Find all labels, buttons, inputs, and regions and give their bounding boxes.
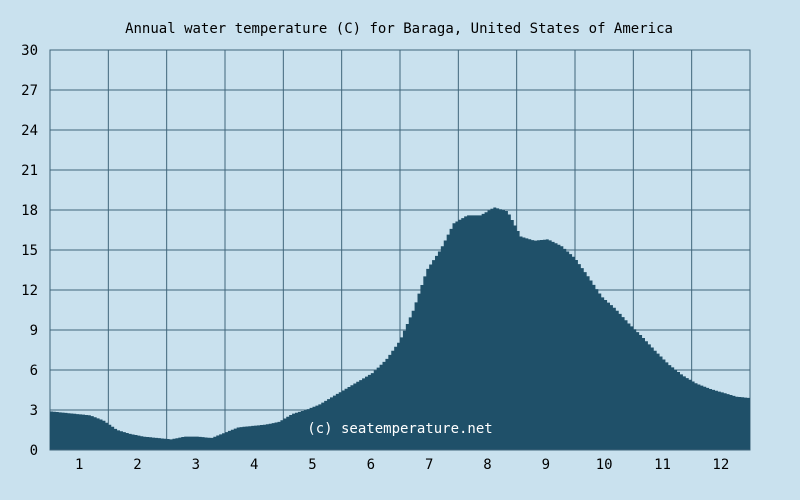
- x-tick-label: 8: [483, 457, 491, 473]
- x-tick-label: 6: [367, 457, 375, 473]
- y-tick-label: 24: [21, 123, 38, 139]
- x-tick-label: 2: [133, 457, 141, 473]
- y-tick-label: 18: [21, 203, 38, 219]
- x-tick-label: 12: [712, 457, 729, 473]
- y-tick-label: 27: [21, 83, 38, 99]
- x-tick-label: 7: [425, 457, 433, 473]
- y-tick-label: 30: [21, 43, 38, 59]
- x-tick-label: 11: [654, 457, 671, 473]
- watermark: (c) seatemperature.net: [307, 421, 492, 437]
- y-tick-label: 6: [30, 363, 38, 379]
- x-tick-label: 1: [75, 457, 83, 473]
- temperature-area: [50, 207, 750, 450]
- y-tick-label: 3: [30, 403, 38, 419]
- chart-title: Annual water temperature (C) for Baraga,…: [125, 21, 673, 37]
- y-tick-label: 12: [21, 283, 38, 299]
- x-tick-label: 3: [192, 457, 200, 473]
- x-tick-label: 9: [542, 457, 550, 473]
- x-tick-label: 4: [250, 457, 258, 473]
- y-tick-label: 15: [21, 243, 38, 259]
- y-tick-label: 21: [21, 163, 38, 179]
- x-tick-label: 10: [596, 457, 613, 473]
- x-tick-label: 5: [308, 457, 316, 473]
- y-tick-label: 9: [30, 323, 38, 339]
- y-tick-label: 0: [30, 443, 38, 459]
